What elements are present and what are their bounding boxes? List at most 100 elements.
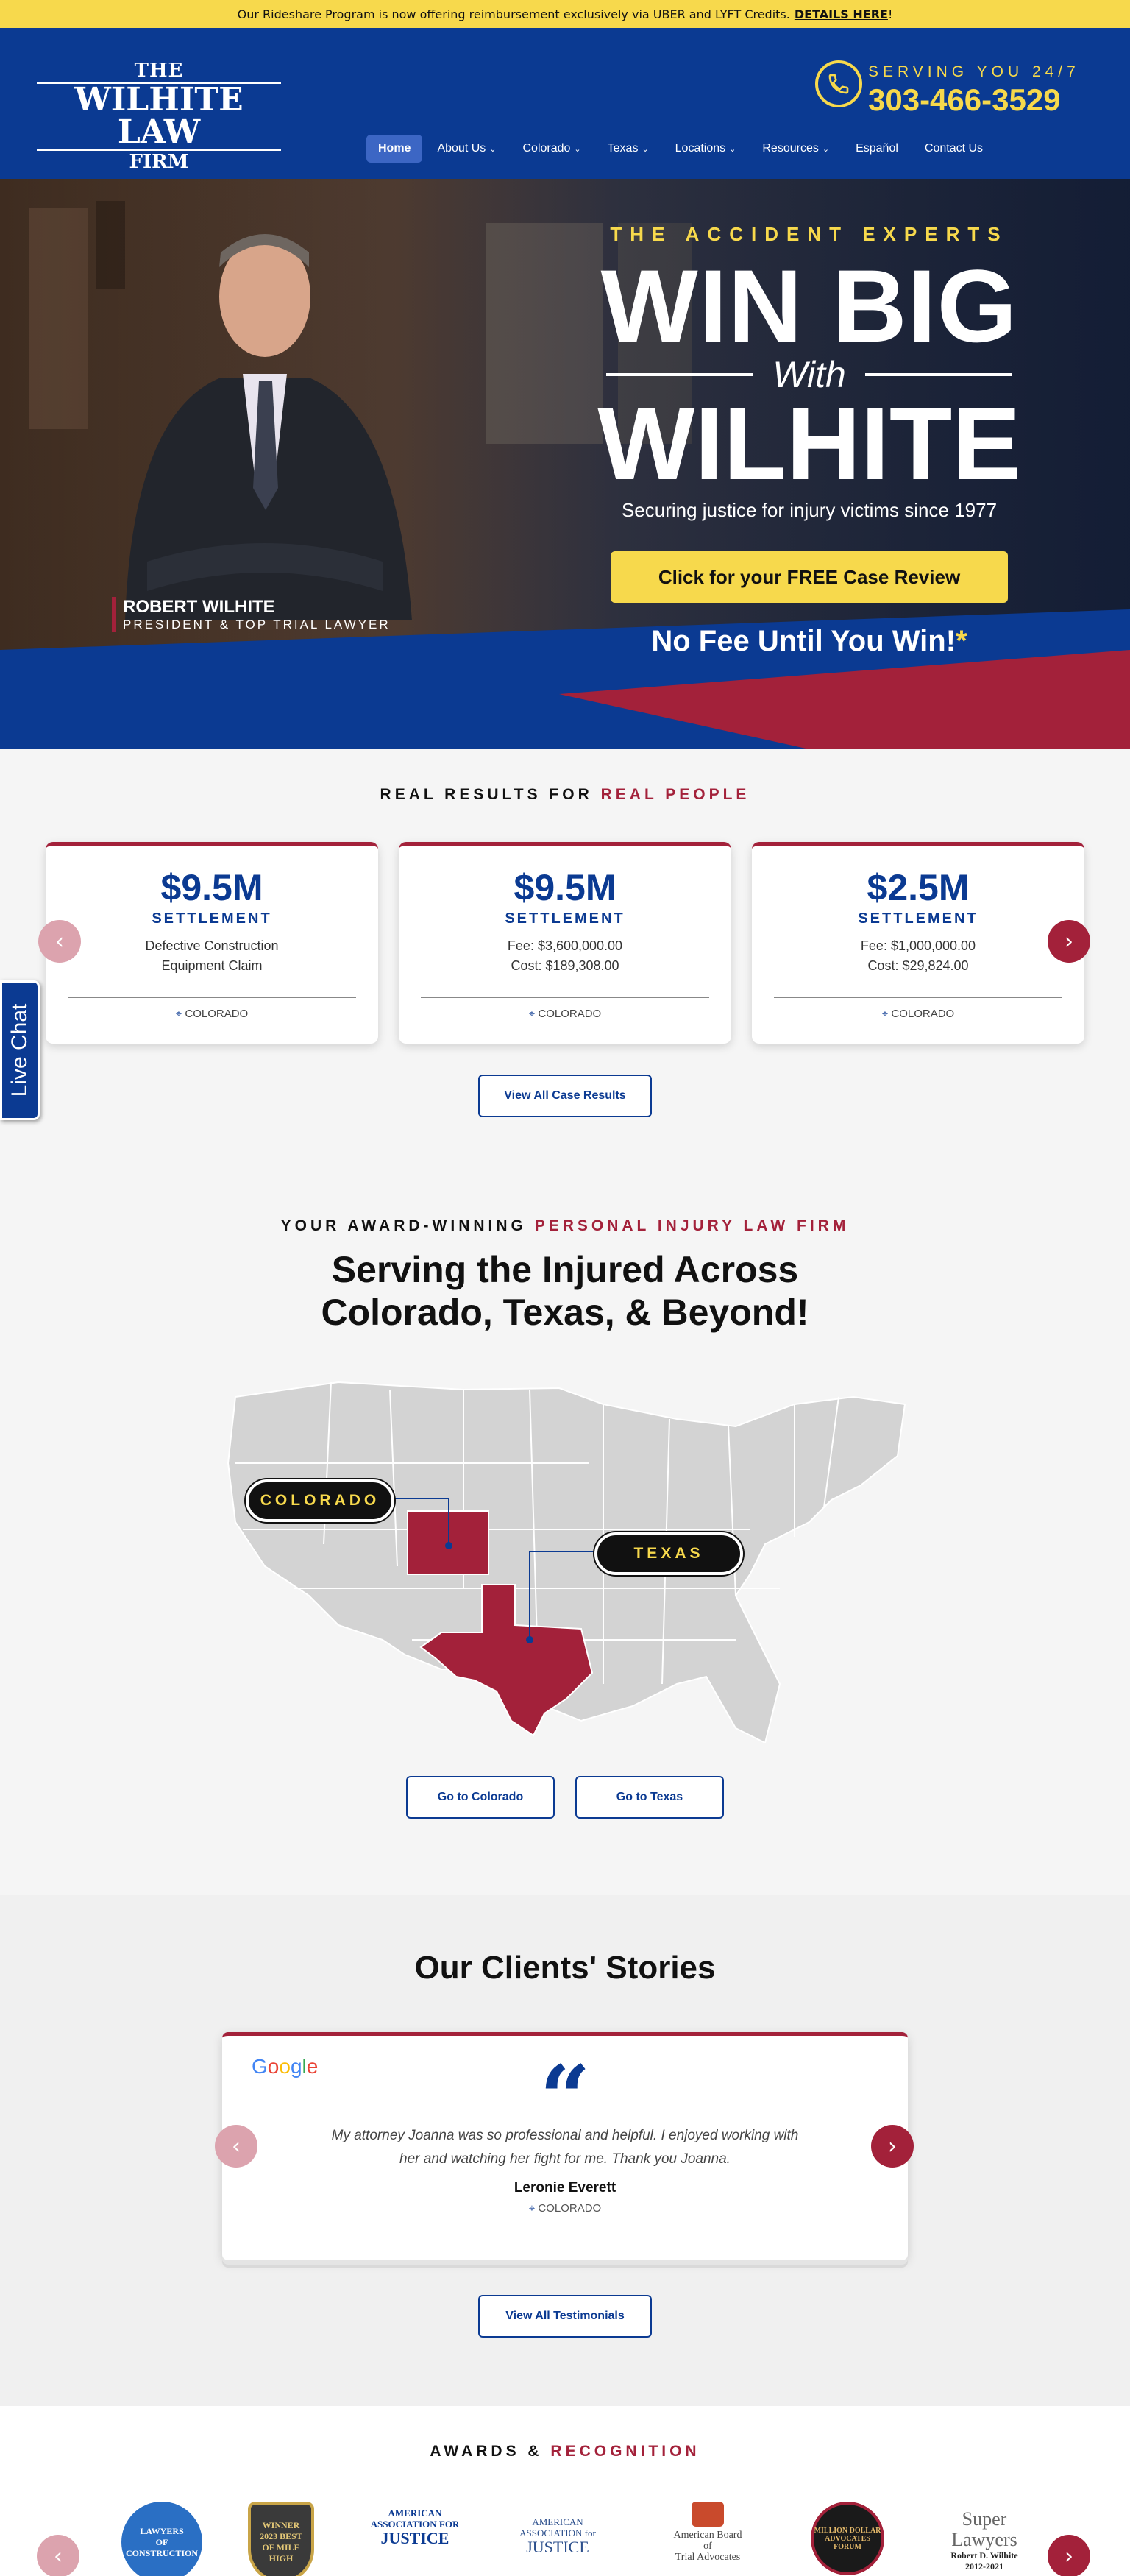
phone-block[interactable]: SERVING YOU 24/7 303-466-3529 — [815, 57, 1087, 117]
result-line2: Equipment Claim — [161, 958, 263, 973]
arrow-right-icon[interactable]: › — [1048, 920, 1090, 963]
nav-about-us[interactable]: About Us ⌄ — [425, 135, 508, 163]
hero-background — [0, 179, 1130, 749]
hero-copy: THE ACCIDENT EXPERTS WIN BIG With WILHIT… — [574, 223, 1045, 658]
google-logo: Google — [252, 2055, 319, 2078]
coverage-title-2: Colorado, Texas, & Beyond! — [321, 1292, 809, 1333]
nav-contact-us[interactable]: Contact Us — [913, 135, 995, 163]
award-text: JUSTICE — [380, 2529, 449, 2547]
hero-with-row: With — [574, 353, 1045, 396]
texas-map-tag[interactable]: TEXAS — [594, 1532, 743, 1575]
award-text: of — [703, 2541, 712, 2552]
hero-section: ROBERT WILHITE PRESIDENT & TOP TRIAL LAW… — [0, 179, 1130, 749]
firm-logo[interactable]: THE WILHITE LAW FIRM — [37, 61, 281, 171]
logo-firm: FIRM — [129, 151, 189, 173]
phone-icon — [815, 60, 862, 107]
abota-crest-icon — [692, 2502, 724, 2527]
announcement-bar: Our Rideshare Program is now offering re… — [0, 0, 1130, 28]
result-line1: Fee: $3,600,000.00 — [507, 938, 623, 953]
coverage-kicker-a: YOUR AWARD-WINNING — [280, 1217, 535, 1234]
us-map — [227, 1381, 906, 1743]
award-text: 2012-2021 — [965, 2561, 1003, 2572]
nav-contact-label: Contact Us — [924, 142, 984, 155]
arrow-left-icon[interactable]: ‹ — [215, 2125, 257, 2168]
award-badge: WINNER 2023 BEST OF MILE HIGH — [230, 2502, 333, 2576]
award-text: 2023 BEST — [260, 2531, 302, 2541]
arrow-right-icon[interactable]: › — [1048, 2535, 1090, 2576]
nav-espanol[interactable]: Español — [844, 135, 910, 163]
map-pin-icon: ⌖ — [528, 2202, 536, 2215]
result-location: ⌖ COLORADO — [752, 1008, 1084, 1020]
divider — [774, 997, 1062, 998]
award-text: JUSTICE — [526, 2538, 589, 2556]
result-location: ⌖ COLORADO — [46, 1008, 378, 1020]
chevron-down-icon: ⌄ — [822, 144, 830, 154]
nav-locations[interactable]: Locations ⌄ — [664, 135, 748, 163]
coverage-kicker: YOUR AWARD-WINNING PERSONAL INJURY LAW F… — [0, 1217, 1130, 1235]
award-text: WINNER — [262, 2520, 300, 2530]
results-kicker-b: REAL PEOPLE — [600, 786, 750, 803]
chevron-down-icon: ⌄ — [574, 144, 581, 154]
nav-colorado-label: Colorado — [522, 142, 571, 155]
review-location-label: COLORADO — [538, 2202, 602, 2215]
arrow-left-icon[interactable]: ‹ — [38, 920, 81, 963]
result-location-label: COLORADO — [538, 1008, 602, 1020]
nav-home[interactable]: Home — [366, 135, 423, 163]
result-label: SETTLEMENT — [858, 910, 978, 927]
results-kicker: REAL RESULTS FOR REAL PEOPLE — [0, 786, 1130, 804]
colorado-map-tag[interactable]: COLORADO — [246, 1479, 394, 1522]
view-all-case-results-button[interactable]: View All Case Results — [478, 1075, 652, 1117]
details-link[interactable]: DETAILS HERE — [794, 7, 888, 21]
result-amount: $9.5M — [160, 867, 263, 908]
result-line2: Cost: $29,824.00 — [867, 958, 969, 973]
result-amount: $2.5M — [867, 867, 970, 908]
arrow-left-icon[interactable]: ‹ — [37, 2535, 79, 2576]
result-location-label: COLORADO — [185, 1008, 249, 1020]
coverage-title: Serving the Injured Across Colorado, Texa… — [0, 1248, 1130, 1334]
nav-about-label: About Us — [437, 142, 486, 155]
result-card: $9.5M SETTLEMENT Defective Construction E… — [46, 842, 378, 1044]
map-pin-icon: ⌖ — [881, 1008, 889, 1020]
logo-the: THE — [134, 60, 184, 82]
result-label: SETTLEMENT — [152, 910, 272, 927]
nav-texas-label: Texas — [607, 142, 639, 155]
free-case-review-button[interactable]: Click for your FREE Case Review — [611, 551, 1008, 603]
nav-resources[interactable]: Resources ⌄ — [750, 135, 841, 163]
nav-resources-label: Resources — [762, 142, 819, 155]
go-to-colorado-button[interactable]: Go to Colorado — [406, 1776, 555, 1819]
result-card: $9.5M SETTLEMENT Fee: $3,600,000.00 Cost:… — [399, 842, 731, 1044]
hero-headline-1: WIN BIG — [600, 248, 1018, 364]
logo-main: WILHITE LAW — [37, 82, 281, 151]
no-fee-label: No Fee Until You Win! — [651, 625, 956, 657]
result-detail: Defective Construction Equipment Claim — [46, 936, 378, 976]
announcement-text: Our Rideshare Program is now offering re… — [237, 7, 790, 21]
arrow-right-icon[interactable]: › — [871, 2125, 914, 2168]
nav-home-label: Home — [378, 142, 411, 155]
nav-texas[interactable]: Texas ⌄ — [596, 135, 661, 163]
lawyer-caption: ROBERT WILHITE PRESIDENT & TOP TRIAL LAW… — [112, 597, 391, 632]
go-to-texas-button[interactable]: Go to Texas — [575, 1776, 724, 1819]
chevron-down-icon: ⌄ — [729, 144, 736, 154]
nav-colorado[interactable]: Colorado ⌄ — [511, 135, 592, 163]
lawyer-title: PRESIDENT & TOP TRIAL LAWYER — [123, 618, 391, 631]
live-chat-label: Live Chat — [7, 1003, 32, 1097]
stories-title: Our Clients' Stories — [414, 1950, 716, 1986]
award-text: ASSOCIATION for — [519, 2527, 596, 2538]
result-line1: Defective Construction — [145, 938, 279, 953]
live-chat-tab[interactable]: Live Chat — [0, 980, 40, 1120]
view-all-testimonials-button[interactable]: View All Testimonials — [478, 2295, 652, 2338]
serving-text: SERVING YOU 24/7 — [868, 63, 1080, 80]
award-badge: AMERICAN ASSOCIATION FOR JUSTICE — [363, 2502, 466, 2576]
phone-number[interactable]: 303-466-3529 — [868, 82, 1061, 117]
award-text: MILLION DOLLAR — [814, 2526, 881, 2535]
award-text: AMERICAN — [388, 2508, 442, 2519]
chevron-down-icon: ⌄ — [489, 144, 497, 154]
result-amount: $9.5M — [514, 867, 616, 908]
result-card: $2.5M SETTLEMENT Fee: $1,000,000.00 Cost:… — [752, 842, 1084, 1044]
award-badge: AMERICAN ASSOCIATION for JUSTICE — [506, 2502, 609, 2576]
awards-kicker-a: AWARDS & — [430, 2443, 551, 2460]
announcement-end: ! — [887, 7, 893, 21]
no-fee-text: No Fee Until You Win!* — [574, 625, 1045, 658]
site-header: THE WILHITE LAW FIRM SERVING YOU 24/7 30… — [0, 28, 1130, 179]
award-text: OF — [155, 2536, 168, 2547]
